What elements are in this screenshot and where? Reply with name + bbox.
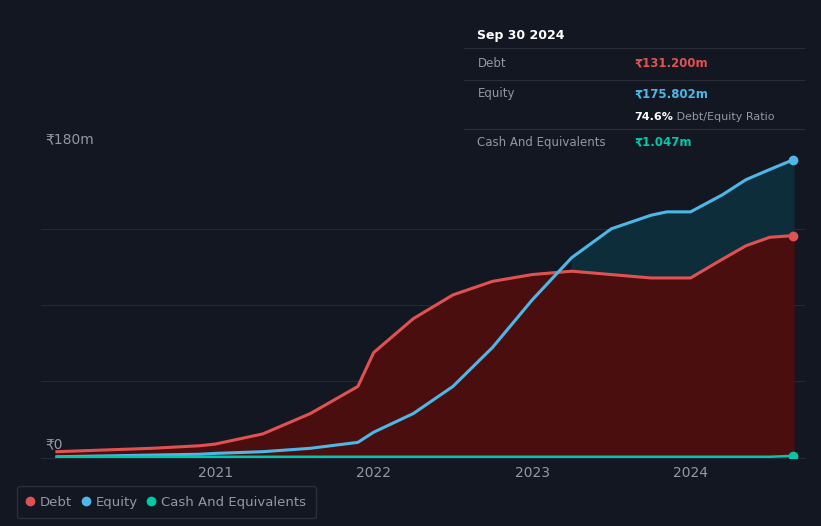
Text: ₹1.047m: ₹1.047m [635, 136, 692, 149]
Legend: Debt, Equity, Cash And Equivalents: Debt, Equity, Cash And Equivalents [17, 486, 315, 518]
Text: ₹175.802m: ₹175.802m [635, 87, 708, 100]
Text: Cash And Equivalents: Cash And Equivalents [478, 136, 606, 149]
Text: 74.6%: 74.6% [635, 112, 673, 122]
Text: ₹0: ₹0 [45, 438, 62, 451]
Text: ₹180m: ₹180m [45, 133, 94, 146]
Text: Equity: Equity [478, 87, 515, 100]
Text: Debt/Equity Ratio: Debt/Equity Ratio [673, 112, 775, 122]
Text: Sep 30 2024: Sep 30 2024 [478, 28, 565, 42]
Text: Debt: Debt [478, 56, 506, 69]
Text: ₹131.200m: ₹131.200m [635, 56, 708, 69]
